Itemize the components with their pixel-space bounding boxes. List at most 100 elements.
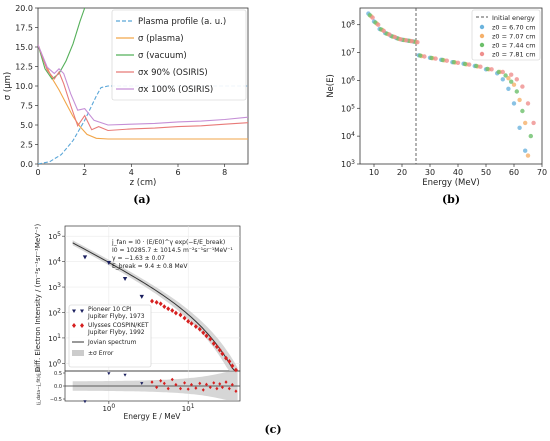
panel-b-point xyxy=(520,84,525,89)
panel-b-point xyxy=(387,32,392,37)
panel-a-ytick-label: 2.5 xyxy=(20,141,33,150)
panel-b-point xyxy=(376,22,381,27)
ulysses-residual-point xyxy=(224,380,228,384)
panel-b-xtick-label: 60 xyxy=(509,168,519,177)
ulysses-residual-point xyxy=(227,386,231,391)
pioneer-residual-point xyxy=(123,373,127,377)
panel-a-series-line xyxy=(38,44,248,132)
panel-b-point xyxy=(485,66,490,72)
panel-b-legend-label: z0 = 7.07 cm xyxy=(492,33,536,41)
panel-b-frame xyxy=(359,7,543,165)
panel-b-ytick-label: 103 xyxy=(341,159,355,169)
fit-gamma: γ = −1.63 ± 0.07 xyxy=(112,255,165,262)
panel-b-point xyxy=(503,73,508,78)
ulysses-point xyxy=(170,308,175,313)
ulysses-point xyxy=(214,344,219,350)
panel-b-point xyxy=(409,39,414,44)
ulysses-residual-point xyxy=(159,379,163,383)
pioneer-point xyxy=(82,255,88,260)
panel-b-legend-swatch xyxy=(479,33,485,39)
ulysses-residual-point xyxy=(189,382,193,387)
panel-c-ytick-label: 100 xyxy=(48,358,61,368)
ulysses-residual-point xyxy=(198,381,202,386)
caption-c: (c) xyxy=(264,423,281,436)
panel-a-legend-label: σ (plasma) xyxy=(138,34,184,44)
panel-b-legend-swatch xyxy=(479,51,485,57)
panel-a-xtick-label: 2 xyxy=(82,168,87,177)
ulysses-point xyxy=(201,330,206,336)
panel-b-point xyxy=(525,153,531,158)
panel-b-xlabel: Energy (MeV) xyxy=(422,178,479,188)
panel-c: 100 101 102 103 104 105 100 101 0.5 0.0 −0.5 Energ… xyxy=(34,224,241,421)
panel-c-legend-label: Jupiter Flyby, 1973 xyxy=(87,313,145,320)
ulysses-residual-point xyxy=(162,381,166,386)
panel-b-xtick-label: 40 xyxy=(453,168,463,177)
panel-b-ytick-label: 105 xyxy=(341,103,355,113)
panel-a-legend-label: Plasma profile (a. u.) xyxy=(138,17,226,27)
panel-b-point xyxy=(415,40,420,45)
panel-a-series-line xyxy=(38,44,248,126)
panel-b-legend-label: z0 = 7.81 cm xyxy=(492,51,536,59)
panel-b-point xyxy=(506,76,511,81)
panel-b-xtick-label: 50 xyxy=(481,168,491,177)
ulysses-residual-point xyxy=(208,385,212,390)
caption-a: (a) xyxy=(133,193,151,206)
panel-b-ytick-label: 106 xyxy=(341,75,355,85)
ulysses-residual-point xyxy=(150,380,154,384)
fit-annotation: j_fan = I0 · (E/E0)^γ exp(−E/E_break) I0… xyxy=(111,239,233,270)
panel-c-legend-label: Ulysses COSPIN/KET xyxy=(88,322,149,329)
panel-b-point xyxy=(500,77,505,82)
ulysses-residual-point xyxy=(212,381,216,385)
jovian-spectrum-line xyxy=(72,242,238,372)
ulysses-point xyxy=(166,306,171,312)
panel-c-ytick-label: 105 xyxy=(48,231,61,241)
panel-b-point xyxy=(392,34,398,40)
ulysses-residual-point xyxy=(170,377,174,382)
panel-b-point xyxy=(422,54,427,59)
ulysses-point xyxy=(178,312,183,318)
ulysses-point xyxy=(204,333,209,339)
panel-b-legend-swatch xyxy=(479,42,485,48)
panel-b-point xyxy=(511,82,517,87)
pioneer-residual-point xyxy=(140,382,144,385)
panel-c-residual-ytick-label: −0.5 xyxy=(50,397,62,403)
panel-b-point xyxy=(514,77,519,82)
legend-pioneer-swatch xyxy=(80,309,84,313)
panel-b-point xyxy=(517,97,522,103)
panel-b-point xyxy=(444,58,449,63)
ulysses-point xyxy=(154,299,159,305)
ulysses-point xyxy=(197,326,202,332)
panel-b-point xyxy=(440,57,445,63)
panel-b-point xyxy=(528,133,533,139)
panel-c-xlabel: Energy E / MeV xyxy=(124,412,182,421)
panel-b-point xyxy=(462,61,468,67)
panel-c-ytick-label: 101 xyxy=(48,333,61,343)
ulysses-residual-point xyxy=(215,386,219,391)
ulysses-residual-point xyxy=(155,385,159,390)
ulysses-point xyxy=(217,347,222,353)
panel-b-point xyxy=(381,28,386,34)
panel-c-residual-ytick-label: 0.5 xyxy=(54,371,62,377)
pioneer-residual-point xyxy=(107,372,111,376)
panel-b-point xyxy=(509,79,514,84)
ulysses-residual-point xyxy=(194,386,198,390)
ulysses-residual-point xyxy=(166,386,170,391)
panel-b-point xyxy=(509,72,514,77)
panel-b-ytick-label: 108 xyxy=(341,20,355,30)
ulysses-point xyxy=(193,324,198,329)
panel-b-ytick-label: 104 xyxy=(341,131,355,141)
ulysses-point xyxy=(233,367,238,373)
panel-b-point xyxy=(467,62,472,67)
ulysses-point xyxy=(186,318,191,324)
panel-a-ytick-label: 15.0 xyxy=(15,43,33,52)
pioneer-residual-point xyxy=(83,400,87,404)
panel-b-point xyxy=(496,69,501,75)
panel-b-legend-label: z0 = 7.44 cm xyxy=(492,42,536,50)
ulysses-point xyxy=(189,321,194,326)
ulysses-residual-point xyxy=(234,389,238,393)
panel-b-point xyxy=(418,53,423,58)
panel-a-ytick-label: 20.0 xyxy=(15,4,33,13)
panel-c-ylabel: Diff. Electron Intensity / (m⁻²s⁻¹sr⁻¹Me… xyxy=(34,224,42,373)
ulysses-residual-point xyxy=(174,382,178,387)
ulysses-point xyxy=(158,301,163,307)
